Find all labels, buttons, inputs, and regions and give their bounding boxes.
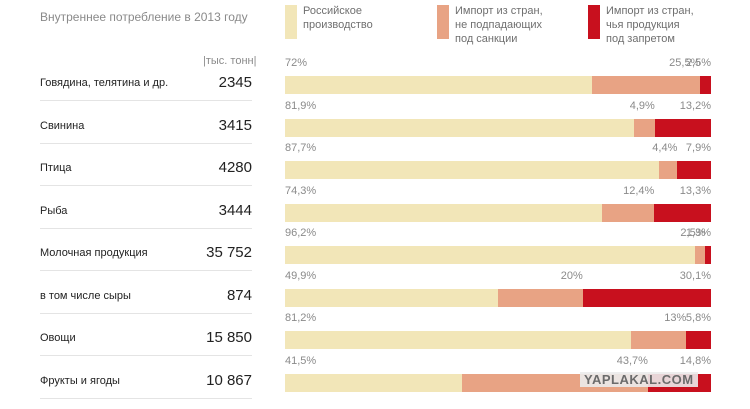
bar-segment-3: [582, 288, 711, 307]
bar-segment-3: [700, 76, 711, 94]
bar-segment-1: [285, 76, 592, 94]
percent-label-2: 2,5%: [680, 227, 706, 239]
bar-segment-3: [686, 331, 711, 349]
percent-label-2: 4,9%: [629, 99, 655, 112]
legend-line: Импорт из стран,: [455, 5, 543, 17]
category-total: 10 867: [206, 371, 252, 389]
bar-segment-3: [654, 118, 711, 137]
category-total: 2345: [218, 74, 252, 91]
row-divider: [40, 185, 252, 186]
percent-label-3: 2,5%: [685, 57, 711, 69]
percent-label-2: 12,4%: [623, 184, 655, 197]
watermark: YAPLAKAL.COM: [580, 372, 698, 387]
category-label: Молочная продукция: [40, 247, 148, 259]
percent-label-3: 5,8%: [685, 312, 711, 324]
bar-segment-3: [677, 161, 711, 179]
percent-label-3: 1,3%: [685, 227, 711, 239]
percent-label-1: 81,2%: [285, 312, 317, 324]
percent-label-2: 20%: [560, 269, 583, 282]
bar-segment-2: [630, 331, 687, 349]
row-divider: [40, 100, 252, 101]
bar-segment-1: [285, 161, 659, 179]
percent-label-2: 13%: [664, 312, 687, 324]
bar-segment-2: [601, 203, 655, 222]
category-label: Птица: [40, 162, 72, 174]
percent-label-1: 81,9%: [285, 99, 317, 112]
percent-label-1: 74,3%: [285, 184, 317, 197]
percent-label-2: 25,5%: [669, 57, 701, 69]
category-label: Рыба: [40, 204, 68, 217]
category-total: 4280: [218, 159, 252, 176]
category-label: в том числе сыры: [40, 289, 131, 302]
category-label: Свинина: [40, 119, 85, 132]
percent-label-1: 96,2%: [285, 227, 317, 239]
category-label: Овощи: [40, 332, 76, 344]
row-divider: [40, 397, 252, 399]
row-divider: [40, 227, 252, 229]
percent-label-3: 7,9%: [685, 142, 711, 154]
percent-label-1: 87,7%: [285, 142, 317, 154]
chart-title: Внутреннее потребление в 2013 году: [40, 10, 248, 24]
legend-line: Импорт из стран,: [606, 5, 694, 17]
legend-line: производство: [303, 19, 373, 31]
category-total: 874: [226, 286, 252, 304]
bar-segment-1: [285, 288, 498, 307]
bar-segment-1: [285, 331, 631, 349]
bar-segment-1: [285, 203, 602, 222]
bar-segment-2: [658, 161, 678, 179]
category-label: Фрукты и ягоды: [40, 374, 120, 387]
legend-label-1: Российское производство: [303, 4, 373, 32]
category-total: 3444: [218, 201, 252, 219]
legend-line: под запретом: [606, 33, 675, 45]
category-total: 35 752: [206, 244, 252, 261]
bar-segment-3: [705, 246, 711, 264]
row-divider: [40, 142, 252, 144]
percent-label-3: 14,8%: [679, 354, 711, 367]
bar-segment-1: [285, 118, 634, 137]
row-divider: [40, 270, 252, 271]
category-total: 15 850: [206, 329, 252, 346]
legend-line: не подпадающих: [455, 19, 543, 31]
legend-swatch-3: [588, 5, 600, 39]
legend-line: Российское: [303, 5, 362, 17]
legend-label-2: Импорт из стран, не подпадающих под санкци…: [455, 4, 543, 46]
row-divider: [40, 312, 252, 314]
bar-segment-2: [633, 118, 655, 137]
legend-label-3: Импорт из стран, чья продукция под запрето…: [606, 4, 694, 46]
category-total: 3415: [218, 116, 252, 134]
percent-label-1: 72%: [285, 57, 308, 69]
bar-segment-2: [694, 246, 706, 264]
percent-label-2: 43,7%: [616, 354, 648, 367]
legend-swatch-2: [437, 5, 449, 39]
percent-label-1: 49,9%: [285, 269, 317, 282]
category-label: Говядина, телятина и др.: [40, 77, 169, 89]
percent-label-2: 4,4%: [652, 142, 678, 154]
percent-label-3: 30,1%: [679, 269, 711, 282]
percent-label-3: 13,3%: [679, 184, 711, 197]
percent-label-3: 13,2%: [679, 99, 711, 112]
unit-label: |тыс. тонн|: [203, 55, 257, 67]
legend-line: чья продукция: [606, 19, 680, 31]
legend-line: под санкции: [455, 33, 518, 45]
row-divider: [40, 355, 252, 356]
bar-segment-2: [497, 288, 583, 307]
percent-label-1: 41,5%: [285, 354, 317, 367]
bar-segment-3: [654, 203, 711, 222]
bar-segment-1: [285, 373, 462, 392]
legend-swatch-1: [285, 5, 297, 39]
bar-segment-1: [285, 246, 695, 264]
bar-segment-2: [591, 76, 701, 94]
